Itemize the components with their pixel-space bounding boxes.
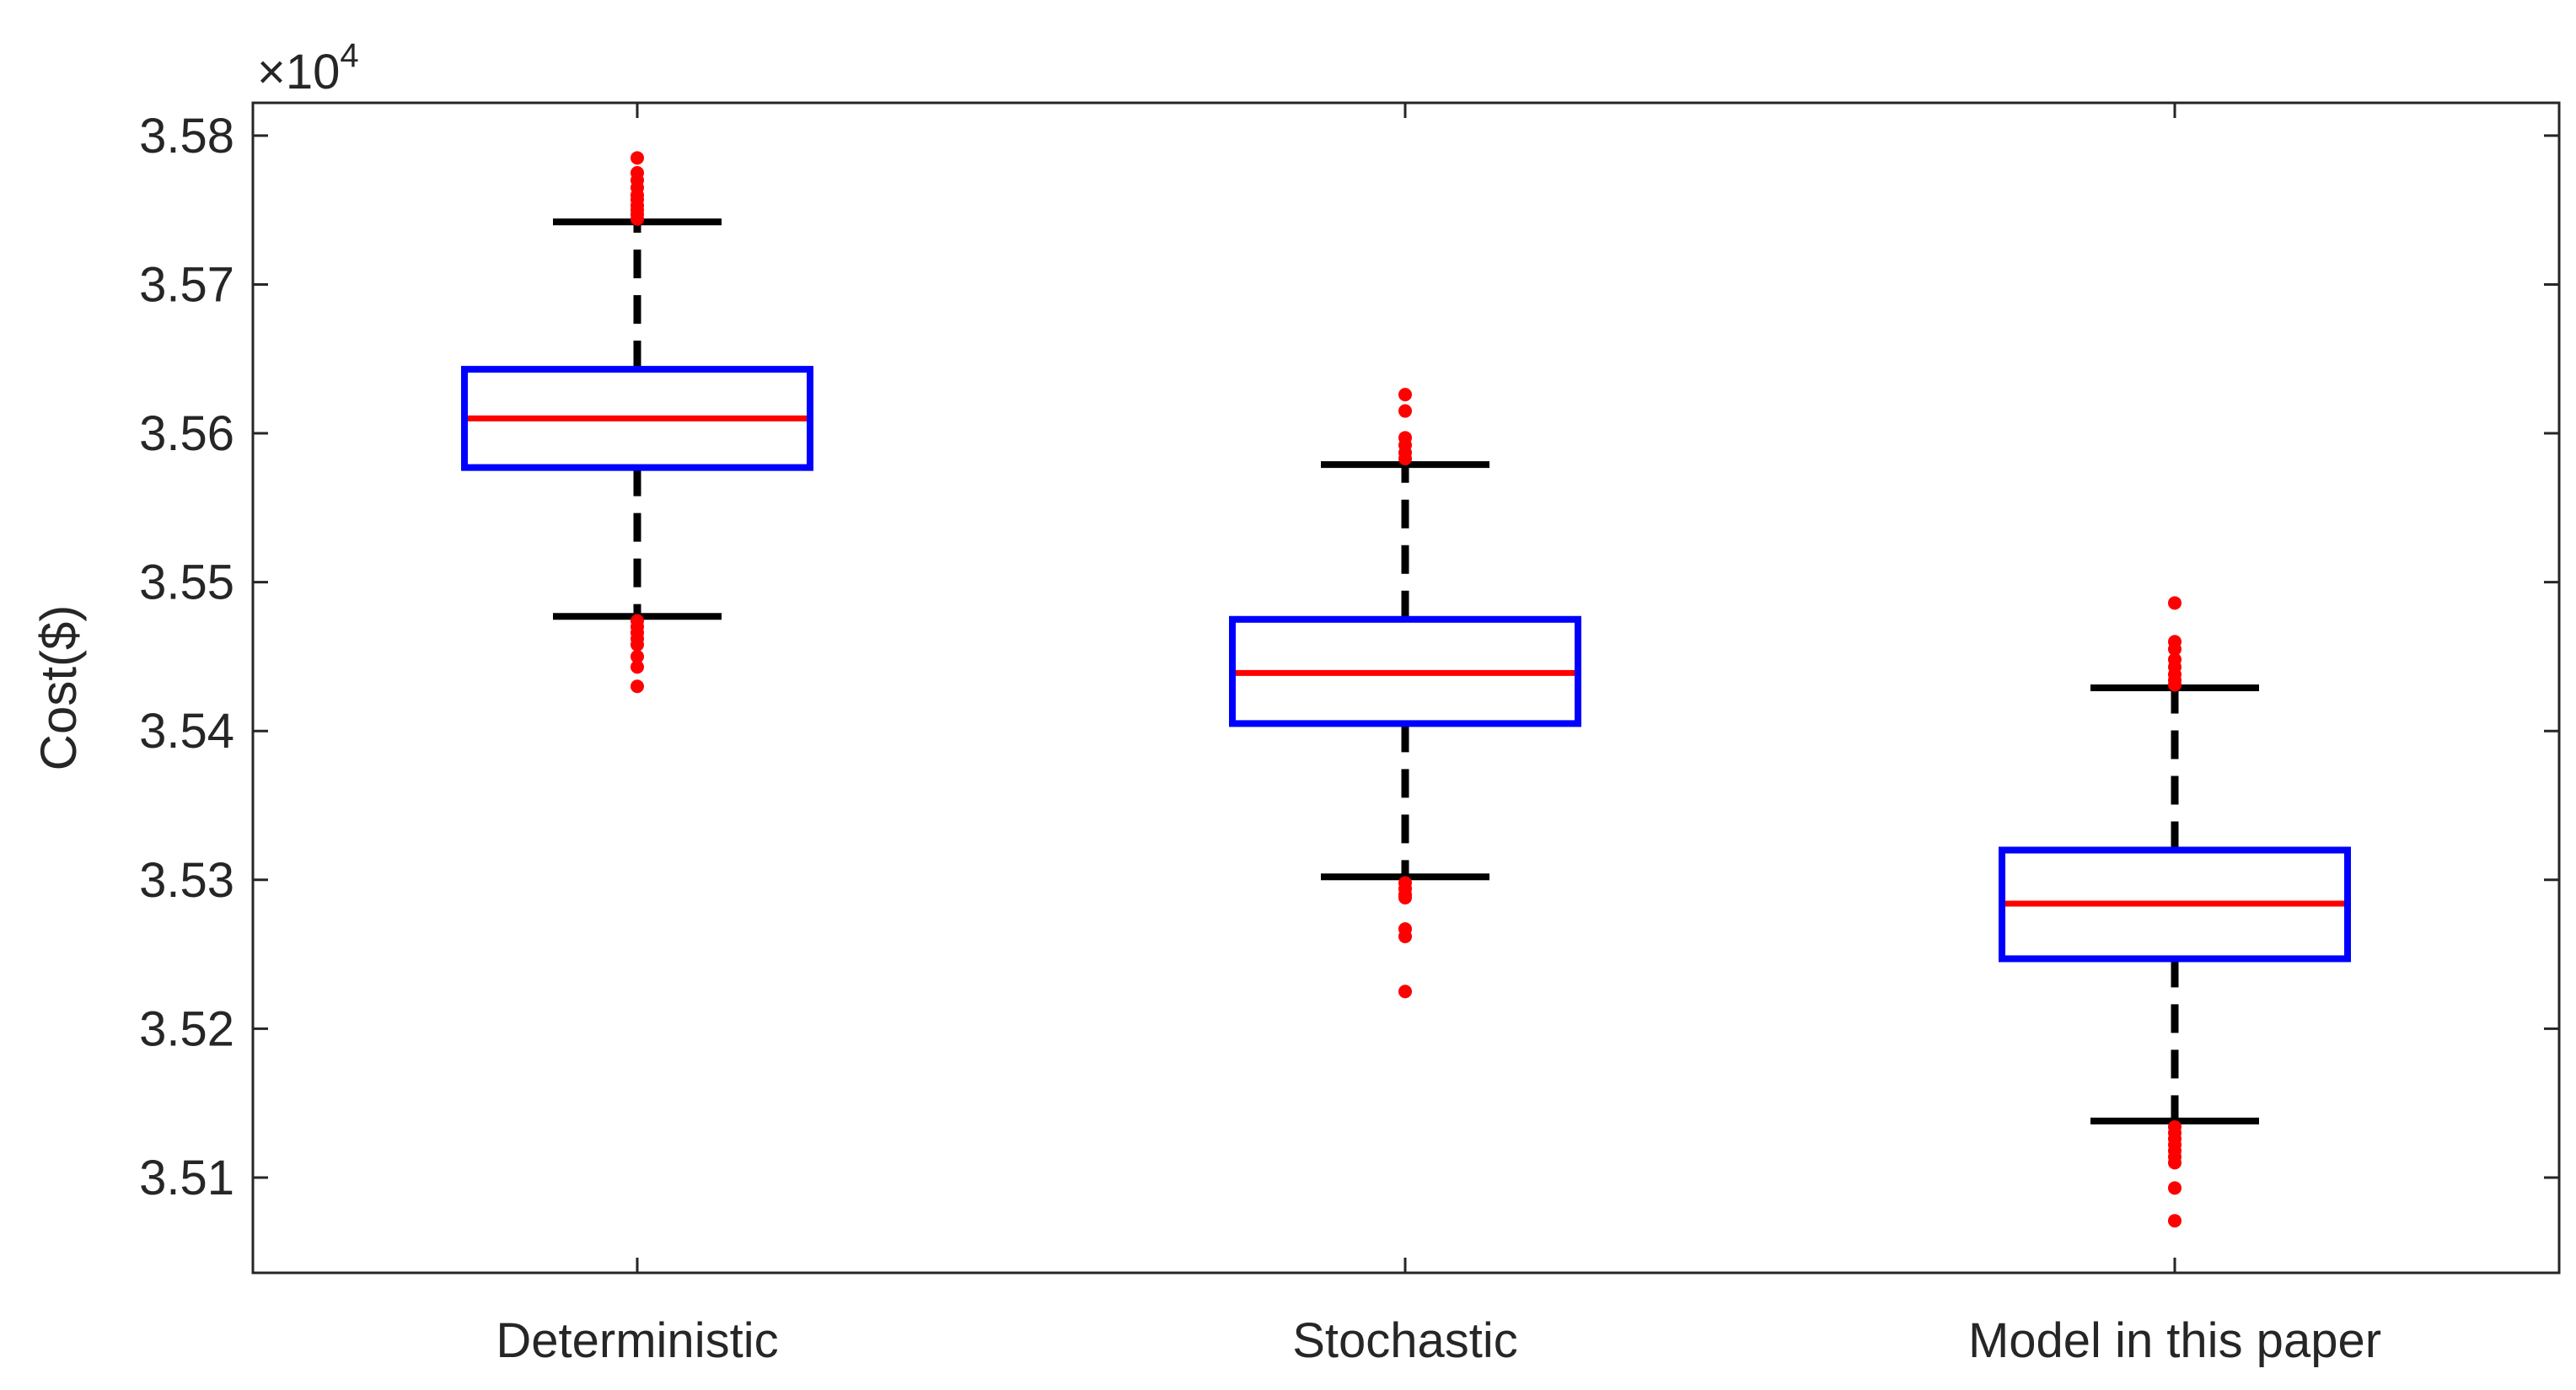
box-group <box>461 151 813 694</box>
y-tick-label: 3.54 <box>139 704 234 759</box>
iqr-box <box>461 366 813 471</box>
x-tick-label: Deterministic <box>496 1313 778 1368</box>
box-group <box>1999 596 2351 1228</box>
y-tick-label: 3.51 <box>139 1151 234 1205</box>
outlier-point <box>1398 929 1412 943</box>
outlier-point <box>1398 388 1412 402</box>
outlier-point <box>631 637 644 652</box>
x-tick-label: Model in this paper <box>1968 1313 2381 1368</box>
box-group <box>1229 388 1581 999</box>
y-axis-title: Cost($) <box>30 605 87 771</box>
outlier-point <box>1398 404 1412 418</box>
outlier-point <box>631 679 644 694</box>
y-tick-label: 3.53 <box>139 853 234 908</box>
outlier-point <box>1398 452 1412 466</box>
outlier-point <box>2168 1181 2182 1195</box>
y-tick-label: 3.55 <box>139 555 234 610</box>
axis-ticks: 3.51 3.52 3.53 3.54 3.55 3.56 3.57 3.58 Determin… <box>139 103 2559 1368</box>
iqr-box <box>1229 615 1581 727</box>
y-axis-multiplier-exponent: 4 <box>340 37 358 74</box>
outlier-point <box>2168 678 2182 692</box>
chart-marks <box>461 151 2351 1228</box>
y-tick-label: 3.56 <box>139 406 234 461</box>
outlier-point <box>1398 985 1412 999</box>
y-tick-label: 3.52 <box>139 1001 234 1056</box>
y-axis-multiplier-base: ×10 <box>257 45 340 99</box>
outlier-point <box>631 649 644 663</box>
x-tick-label: Stochastic <box>1292 1313 1518 1368</box>
outlier-point <box>631 660 644 674</box>
outlier-point <box>1398 890 1412 904</box>
outlier-point <box>631 212 644 226</box>
y-axis-multiplier: ×104 <box>257 37 359 99</box>
outlier-point <box>2168 1214 2182 1228</box>
outlier-point <box>2168 1156 2182 1170</box>
outlier-point <box>2168 596 2182 610</box>
outlier-point <box>2168 642 2182 657</box>
y-tick-label: 3.58 <box>139 109 234 164</box>
y-tick-label: 3.57 <box>139 257 234 312</box>
outlier-point <box>631 151 644 165</box>
iqr-box <box>1999 846 2351 963</box>
